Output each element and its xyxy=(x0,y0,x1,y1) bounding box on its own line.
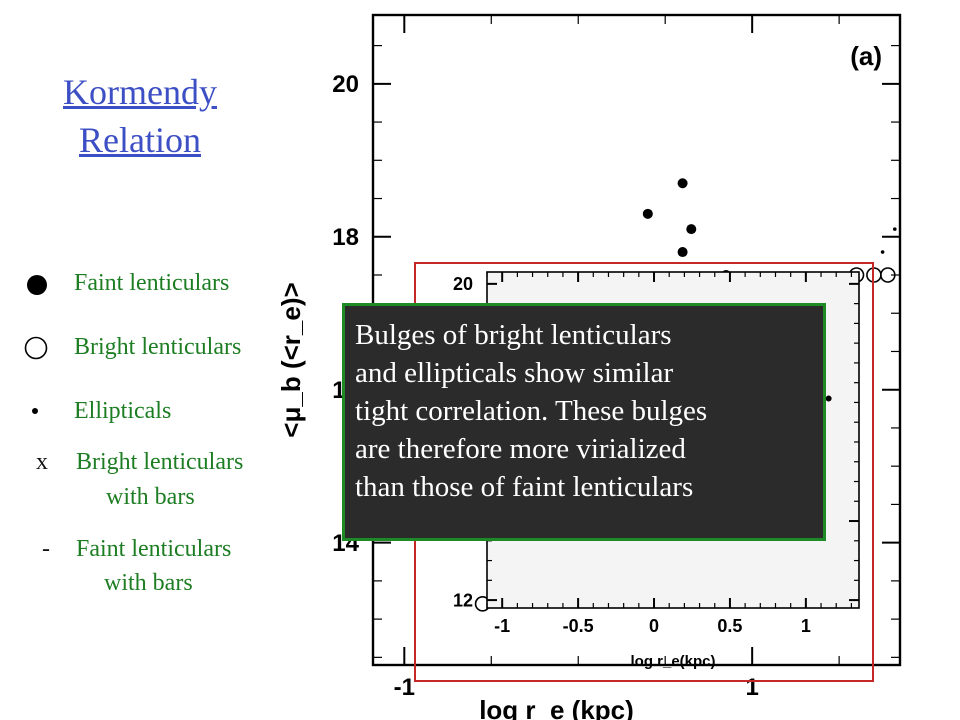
main-y-tick-label: 20 xyxy=(332,71,359,98)
legend-label-bright-lenticulars-bars: Bright lenticulars xyxy=(76,449,244,475)
dot-marker xyxy=(32,408,38,414)
main-point-elliptical xyxy=(880,250,885,254)
open-circle-marker xyxy=(24,336,48,360)
callout-line-5: than those of faint lenticulars xyxy=(355,471,694,503)
legend-label-faint-lenticulars-bars-2: with bars xyxy=(104,570,193,596)
main-point-faint-lenticular xyxy=(677,247,688,258)
main-y-tick-label: 18 xyxy=(332,224,359,251)
main-point-elliptical xyxy=(892,227,897,231)
main-x-tick-label: -1 xyxy=(394,674,415,701)
main-point-faint-lenticular xyxy=(642,208,653,219)
inset-x-tick-label: 0 xyxy=(649,616,659,636)
x-marker: x xyxy=(36,449,48,475)
callout-line-3: tight correlation. These bulges xyxy=(355,395,708,427)
inset-x-tick-label: -1 xyxy=(494,616,510,636)
callout-line-4: are therefore more virialized xyxy=(355,433,686,465)
inset-y-tick-label: 20 xyxy=(453,274,473,294)
inset-x-tick-label: -0.5 xyxy=(563,616,594,636)
legend-label-ellipticals: Ellipticals xyxy=(74,398,172,424)
legend-label-faint-lenticulars-bars: Faint lenticulars xyxy=(76,536,232,562)
inset-y-tick-label: 12 xyxy=(453,590,473,610)
slide-title: Kormendy Relation xyxy=(40,68,240,164)
main-point-bright-lenticular xyxy=(880,267,896,283)
inset-x-axis-label: log r_e(kpc) xyxy=(630,653,715,670)
main-y-axis-label: <μ_b (<r_e)> xyxy=(276,282,306,437)
callout-box: Bulges of bright lenticulars and ellipti… xyxy=(342,303,826,541)
inset-point-faint-lenticular xyxy=(825,395,832,402)
legend-label-bright-lenticulars: Bright lenticulars xyxy=(74,334,242,360)
main-point-faint-lenticular xyxy=(686,224,697,235)
legend-label-bright-lenticulars-bars-2: with bars xyxy=(106,484,195,510)
title-line-2: Relation xyxy=(79,120,201,160)
callout-line-1: Bulges of bright lenticulars xyxy=(355,319,672,351)
legend-label-faint-lenticulars: Faint lenticulars xyxy=(74,270,230,296)
main-panel-label: (a) xyxy=(850,41,882,71)
inset-x-tick-label: 1 xyxy=(801,616,811,636)
main-point-faint-lenticular xyxy=(677,178,688,189)
inset-x-tick-label: 0.5 xyxy=(717,616,742,636)
dash-marker: - xyxy=(42,536,50,562)
title-line-1: Kormendy xyxy=(63,72,217,112)
callout-line-2: and ellipticals show similar xyxy=(355,357,674,389)
filled-circle-marker xyxy=(27,275,47,295)
main-x-axis-label: log r_e (kpc) xyxy=(479,695,634,720)
